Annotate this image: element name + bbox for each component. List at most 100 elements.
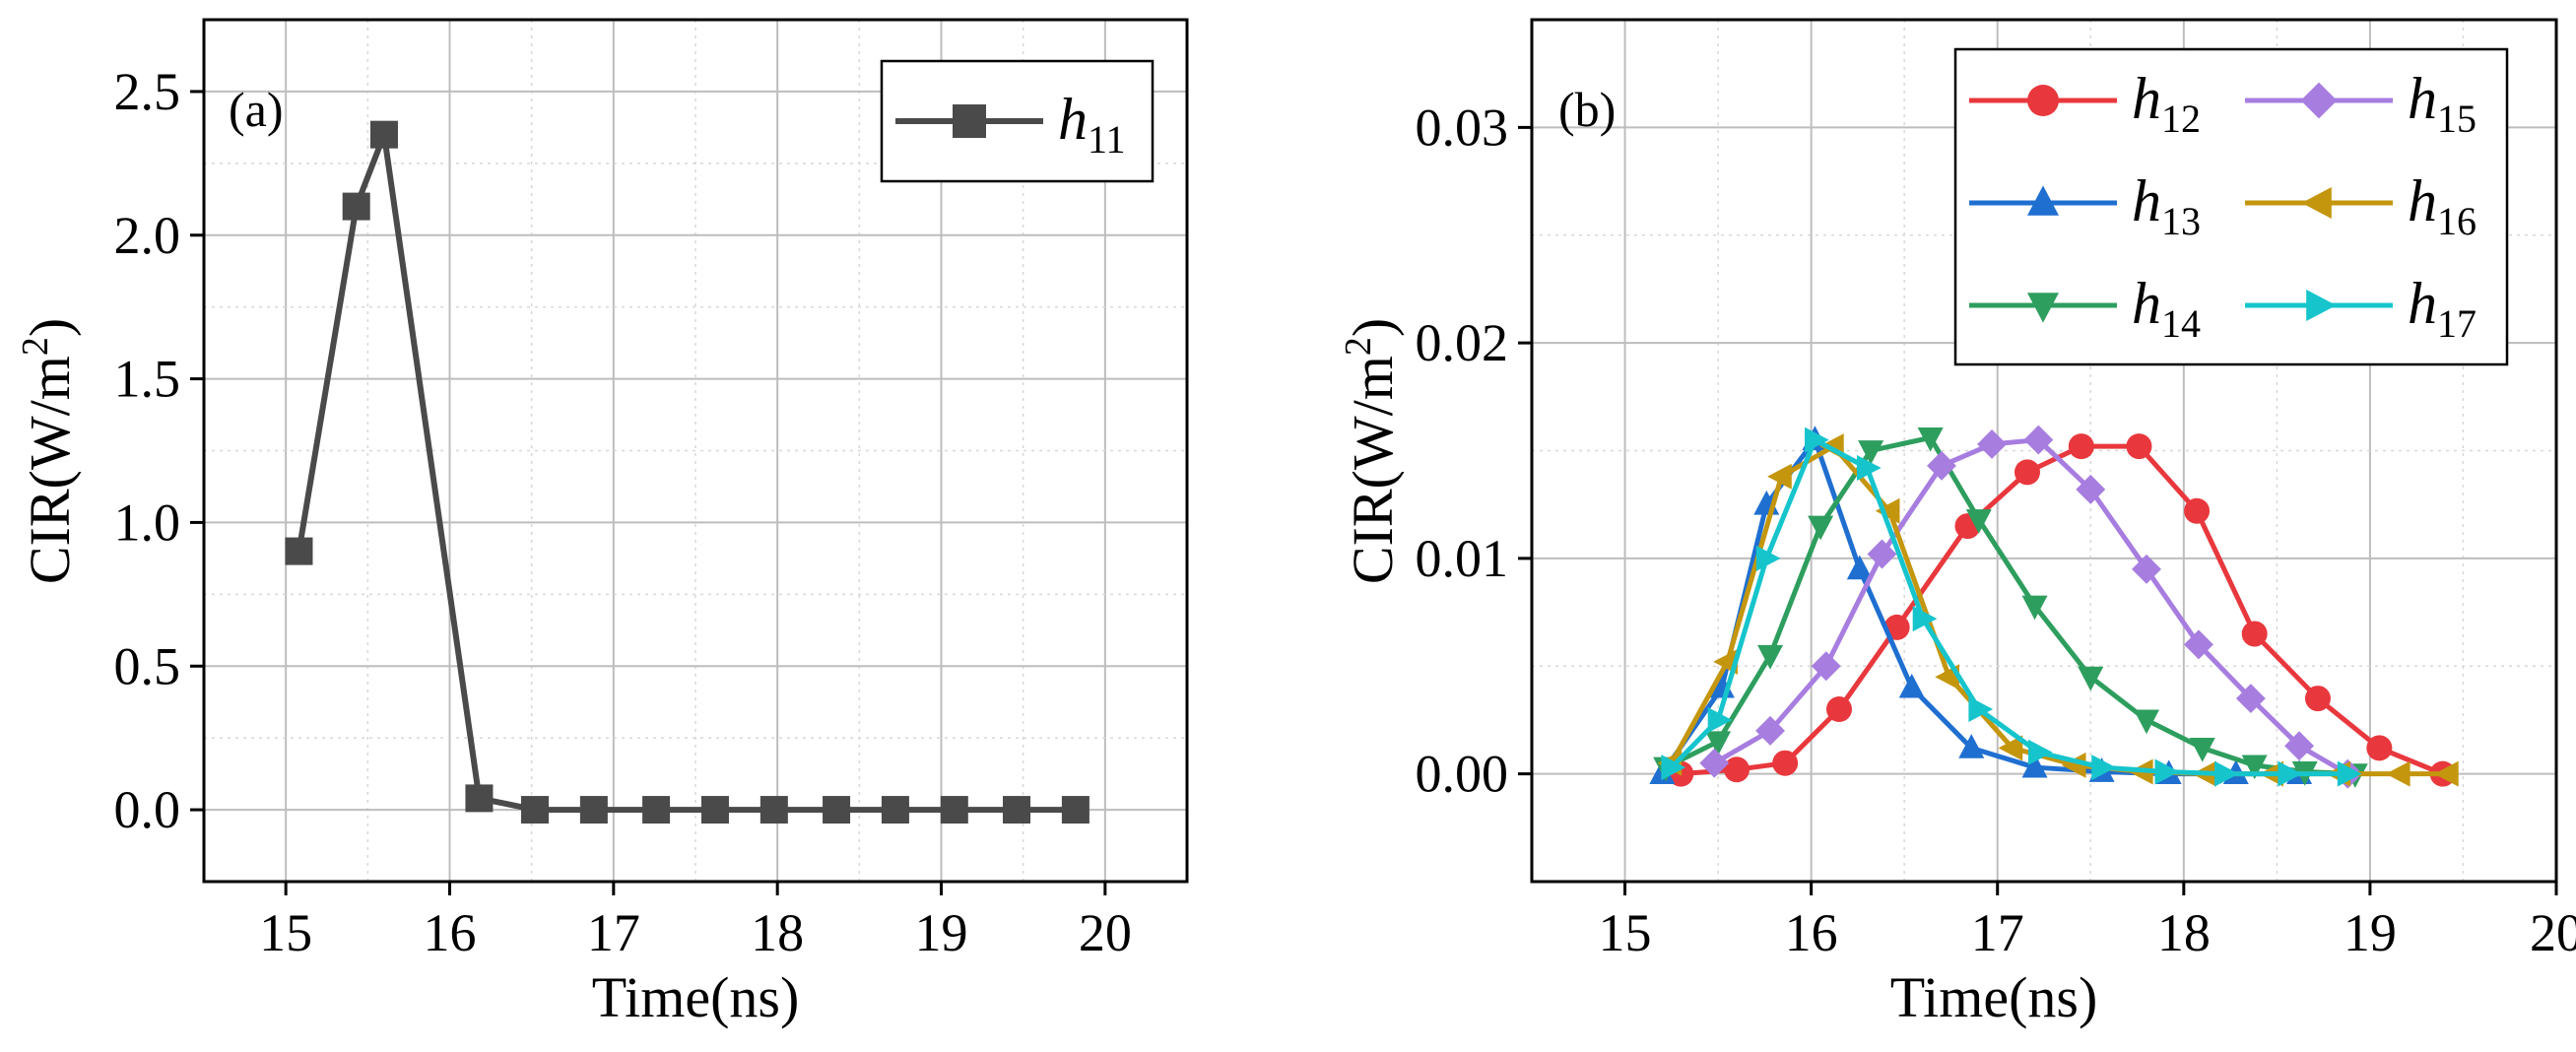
series-h13-line bbox=[1660, 437, 2300, 777]
series-h11 bbox=[285, 120, 1090, 824]
legend-label-subscript: 13 bbox=[2161, 199, 2201, 243]
series-h17-point bbox=[2091, 755, 2116, 781]
series-h12-point bbox=[2366, 735, 2393, 761]
legend-label-base: h bbox=[1058, 87, 1088, 152]
series-h17-point bbox=[2337, 760, 2362, 787]
series-h13-point bbox=[1958, 734, 1985, 758]
legend-label: h14 bbox=[2132, 271, 2201, 346]
legend-label-subscript: 16 bbox=[2437, 199, 2477, 243]
legend-marker bbox=[2027, 85, 2059, 116]
x-tick-label: 15 bbox=[259, 903, 312, 962]
legend-marker bbox=[2306, 290, 2337, 321]
series-h17-point bbox=[1968, 696, 1994, 722]
legend-marker bbox=[2301, 187, 2332, 219]
panel-a-legend: h11 bbox=[880, 59, 1155, 183]
series-h14-point bbox=[1917, 427, 1944, 452]
series-h13-point bbox=[1898, 673, 1925, 698]
series-h17-point bbox=[1707, 706, 1733, 733]
legend-label-subscript: 11 bbox=[1088, 117, 1126, 162]
legend-label: h17 bbox=[2408, 271, 2477, 346]
legend-label-base: h bbox=[2408, 271, 2437, 336]
series-h16-point bbox=[1875, 497, 1900, 524]
panel-a-plot-frame bbox=[202, 18, 1189, 884]
x-tick-label: 18 bbox=[751, 903, 804, 962]
panel-b-y-axis-title-main: CIR(W/m bbox=[1341, 356, 1405, 584]
panel-a-chart: 15 16 17 18 19 20 0.0 0.5 1.0 1.5 2.0 2.5 (a) Time(… bbox=[15, 18, 1189, 1029]
legend-label-base: h bbox=[2132, 271, 2161, 336]
series-h17-point bbox=[1805, 427, 1829, 453]
series-h14-point bbox=[1858, 440, 1884, 465]
panel-b-series bbox=[1649, 425, 2459, 789]
panel-b-ticks: 15 16 17 18 19 20 0.00 0.01 0.02 0.03 bbox=[1416, 98, 2576, 962]
series-h17-point bbox=[1856, 455, 1882, 481]
legend-label-subscript: 15 bbox=[2437, 97, 2477, 141]
series-h12-point bbox=[2126, 433, 2152, 460]
legend-item-h14: h14 bbox=[1969, 271, 2201, 346]
series-h14-point bbox=[2021, 595, 2048, 621]
panel-a-y-axis-title-superscript: 2 bbox=[15, 337, 56, 356]
series-h17-point bbox=[2214, 760, 2239, 787]
series-h12-line bbox=[1681, 443, 2444, 777]
series-h11-point bbox=[1003, 796, 1031, 824]
panel-b-y-axis-title-close: ) bbox=[1341, 318, 1405, 337]
y-tick-label: 2.5 bbox=[114, 62, 181, 121]
legend-label-base: h bbox=[2408, 168, 2437, 233]
series-h14-point bbox=[1965, 509, 1992, 534]
legend-label-base: h bbox=[2132, 168, 2161, 233]
series-h17-point bbox=[1661, 755, 1686, 781]
legend-item-h16: h16 bbox=[2245, 168, 2477, 243]
panel-a-y-axis-title-main: CIR(W/m bbox=[18, 356, 82, 584]
series-h11-point bbox=[940, 796, 968, 824]
series-h11-point bbox=[642, 796, 671, 824]
series-h13-point bbox=[2021, 753, 2048, 778]
y-tick-label: 1.5 bbox=[114, 350, 181, 409]
legend-label-subscript: 17 bbox=[2437, 301, 2477, 346]
y-tick-label: 1.0 bbox=[114, 493, 181, 552]
series-h15-point bbox=[1867, 539, 1897, 569]
series-h12-point bbox=[1826, 696, 1852, 722]
series-h16-point bbox=[1767, 463, 1792, 490]
panel-b-y-axis-title-superscript: 2 bbox=[1338, 337, 1379, 356]
series-h14-point bbox=[2189, 737, 2215, 762]
legend-label: h11 bbox=[1058, 87, 1126, 162]
series-h15-point bbox=[2284, 731, 2315, 761]
series-h11-point bbox=[881, 796, 909, 824]
panel-a-x-axis-title: Time(ns) bbox=[592, 965, 800, 1029]
legend-label: h13 bbox=[2132, 168, 2201, 243]
panel-a-y-axis-title: CIR(W/m2) bbox=[15, 318, 82, 584]
panel-a-series bbox=[285, 120, 1090, 824]
panel-b-y-axis-title: CIR(W/m2) bbox=[1338, 318, 1405, 584]
panel-a-label: (a) bbox=[229, 82, 284, 137]
x-tick-label: 17 bbox=[587, 903, 640, 962]
series-h16-point bbox=[2434, 760, 2459, 787]
legend-item-h11: h11 bbox=[895, 87, 1126, 162]
legend-label-subscript: 12 bbox=[2161, 97, 2201, 141]
series-h17-point bbox=[2154, 758, 2180, 785]
series-h15-point bbox=[1927, 450, 1956, 481]
x-tick-label: 16 bbox=[1785, 903, 1838, 962]
series-h14-point bbox=[1808, 515, 1834, 541]
legend-item-h17: h17 bbox=[2245, 271, 2477, 346]
series-h16-point bbox=[2061, 752, 2086, 778]
legend-label-subscript: 14 bbox=[2161, 301, 2201, 346]
series-h15-point bbox=[1699, 748, 1730, 778]
series-h17-point bbox=[1912, 606, 1938, 632]
series-h16-point bbox=[2385, 760, 2411, 787]
series-h11-point bbox=[369, 120, 398, 149]
series-h14-point bbox=[1705, 731, 1732, 756]
x-tick-label: 15 bbox=[1599, 903, 1652, 962]
series-h15-point bbox=[2132, 554, 2161, 584]
series-h11-point bbox=[823, 796, 851, 824]
series-h11-point bbox=[520, 796, 549, 824]
series-h12-point bbox=[2241, 621, 2268, 647]
y-tick-label: 0.03 bbox=[1416, 98, 1509, 157]
x-tick-label: 19 bbox=[2344, 903, 2397, 962]
series-h13-point bbox=[1846, 555, 1873, 580]
x-tick-label: 20 bbox=[2530, 903, 2576, 962]
series-h12-point bbox=[1772, 750, 1799, 776]
y-tick-label: 0.02 bbox=[1416, 313, 1509, 372]
series-h15-point bbox=[2023, 425, 2054, 455]
series-h15-point bbox=[2235, 684, 2266, 714]
